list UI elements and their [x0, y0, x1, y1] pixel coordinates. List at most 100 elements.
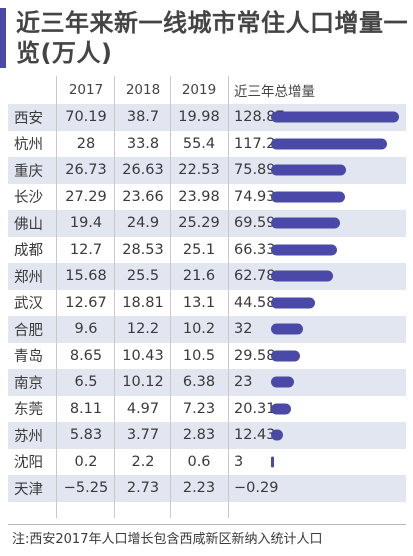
row-value-2018: 3.77	[126, 427, 160, 444]
table-row: 重庆 26.73 26.63 22.53 75.89	[8, 157, 406, 184]
table-row: 南京 6.5 10.12 6.38 23	[8, 369, 406, 396]
row-total: 66.33	[234, 241, 276, 258]
total-bar	[271, 164, 347, 176]
column-divider	[56, 76, 57, 518]
table-row: 天津 −5.25 2.73 2.23 −0.29	[8, 475, 406, 502]
row-value-2017: 27.29	[65, 188, 107, 205]
row-total: 117.2	[234, 135, 276, 152]
header-2018: 2018	[125, 82, 161, 98]
row-city: 武汉	[14, 296, 43, 313]
row-value-2018: 12.2	[126, 321, 160, 338]
column-divider	[114, 76, 115, 518]
row-value-2019: 2.23	[182, 480, 216, 497]
row-value-2018: 4.97	[126, 400, 160, 417]
row-value-2018: 18.81	[122, 294, 164, 311]
table-row: 武汉 12.67 18.81 13.1 44.58	[8, 290, 406, 317]
row-city: 南京	[14, 375, 43, 392]
total-bar	[271, 456, 274, 468]
title-accent-bar	[0, 8, 6, 68]
row-value-2018: 10.43	[122, 347, 164, 364]
total-bar	[271, 323, 303, 335]
row-city: 东莞	[14, 402, 43, 419]
row-value-2019: 7.23	[182, 400, 216, 417]
row-value-2018: 38.7	[126, 109, 160, 126]
total-bar	[271, 376, 294, 388]
row-value-2018: 24.9	[126, 215, 160, 232]
row-value-2017: 28	[76, 135, 96, 152]
row-value-2019: 25.29	[178, 215, 220, 232]
row-value-2018: 2.2	[131, 453, 155, 470]
table-header: 2017 2018 2019 近三年总增量	[8, 76, 406, 104]
row-value-2017: 9.6	[74, 321, 98, 338]
data-table: 2017 2018 2019 近三年总增量 西安 70.19 38.7 19.98 12…	[8, 76, 406, 518]
row-value-2017: 70.19	[65, 109, 107, 126]
row-value-2019: 55.4	[182, 135, 216, 152]
table-row: 苏州 5.83 3.77 2.83 12.43	[8, 422, 406, 449]
row-total: −0.29	[234, 480, 279, 497]
row-total: 44.58	[234, 294, 276, 311]
page-title: 近三年来新一线城市常住人口增量一览(万人)	[16, 9, 408, 67]
table-row: 东莞 8.11 4.97 7.23 20.31	[8, 396, 406, 423]
table-row: 合肥 9.6 12.2 10.2 32	[8, 316, 406, 343]
row-value-2019: 10.5	[182, 347, 216, 364]
table-row: 长沙 27.29 23.66 23.98 74.93	[8, 184, 406, 211]
footnote: 注:西安2017年人口增长包含西咸新区新纳入统计人口	[12, 532, 323, 547]
row-value-2017: 8.65	[69, 347, 103, 364]
total-bar	[271, 138, 388, 150]
row-value-2017: −5.25	[63, 480, 109, 497]
row-value-2019: 21.6	[182, 268, 216, 285]
row-value-2017: 5.83	[69, 427, 103, 444]
total-bar	[271, 350, 301, 362]
row-value-2017: 6.5	[74, 374, 98, 391]
table-row: 佛山 19.4 24.9 25.29 69.59	[8, 210, 406, 237]
row-value-2018: 28.53	[122, 241, 164, 258]
column-divider	[228, 76, 229, 518]
row-city: 青岛	[14, 349, 43, 366]
header-city	[8, 76, 60, 104]
total-bar	[271, 270, 334, 282]
table-row: 成都 12.7 28.53 25.1 66.33	[8, 237, 406, 264]
row-city: 西安	[14, 110, 43, 127]
row-total: 32	[234, 321, 253, 338]
row-value-2017: 15.68	[65, 268, 107, 285]
row-city: 成都	[14, 243, 43, 260]
row-value-2018: 25.5	[126, 268, 160, 285]
row-total: 12.43	[234, 427, 276, 444]
table-row: 青岛 8.65 10.43 10.5 29.58	[8, 343, 406, 370]
row-value-2018: 10.12	[122, 374, 164, 391]
total-bar	[271, 297, 316, 309]
row-total: 29.58	[234, 347, 276, 364]
total-bar	[271, 191, 346, 203]
table-row: 杭州 28 33.8 55.4 117.2	[8, 131, 406, 158]
header-2017: 2017	[68, 82, 104, 98]
row-city: 长沙	[14, 190, 43, 207]
row-value-2017: 8.11	[69, 400, 103, 417]
table-row: 沈阳 0.2 2.2 0.6 3	[8, 449, 406, 476]
row-value-2019: 0.6	[187, 453, 211, 470]
row-city: 苏州	[14, 428, 43, 445]
row-value-2017: 12.7	[69, 241, 103, 258]
row-total: 23	[234, 374, 253, 391]
row-value-2017: 0.2	[74, 453, 98, 470]
row-value-2018: 23.66	[122, 188, 164, 205]
total-bar	[271, 111, 399, 123]
row-value-2017: 26.73	[65, 162, 107, 179]
total-bar	[271, 217, 341, 229]
row-city: 佛山	[14, 216, 43, 233]
row-value-2017: 19.4	[69, 215, 103, 232]
total-bar	[271, 429, 284, 441]
row-total: 74.93	[234, 188, 276, 205]
row-value-2019: 22.53	[178, 162, 220, 179]
row-city: 合肥	[14, 322, 43, 339]
row-city: 沈阳	[14, 455, 43, 472]
table-row: 西安 70.19 38.7 19.98 128.87	[8, 104, 406, 131]
row-value-2019: 6.38	[182, 374, 216, 391]
row-value-2019: 2.83	[182, 427, 216, 444]
total-bar	[271, 244, 337, 256]
table-body: 西安 70.19 38.7 19.98 128.87 杭州 28 33.8 55.4 117.2 重…	[8, 104, 406, 502]
row-value-2018: 26.63	[122, 162, 164, 179]
row-city: 天津	[14, 481, 43, 498]
row-value-2018: 33.8	[126, 135, 160, 152]
row-total: 62.78	[234, 268, 276, 285]
row-value-2019: 13.1	[182, 294, 216, 311]
